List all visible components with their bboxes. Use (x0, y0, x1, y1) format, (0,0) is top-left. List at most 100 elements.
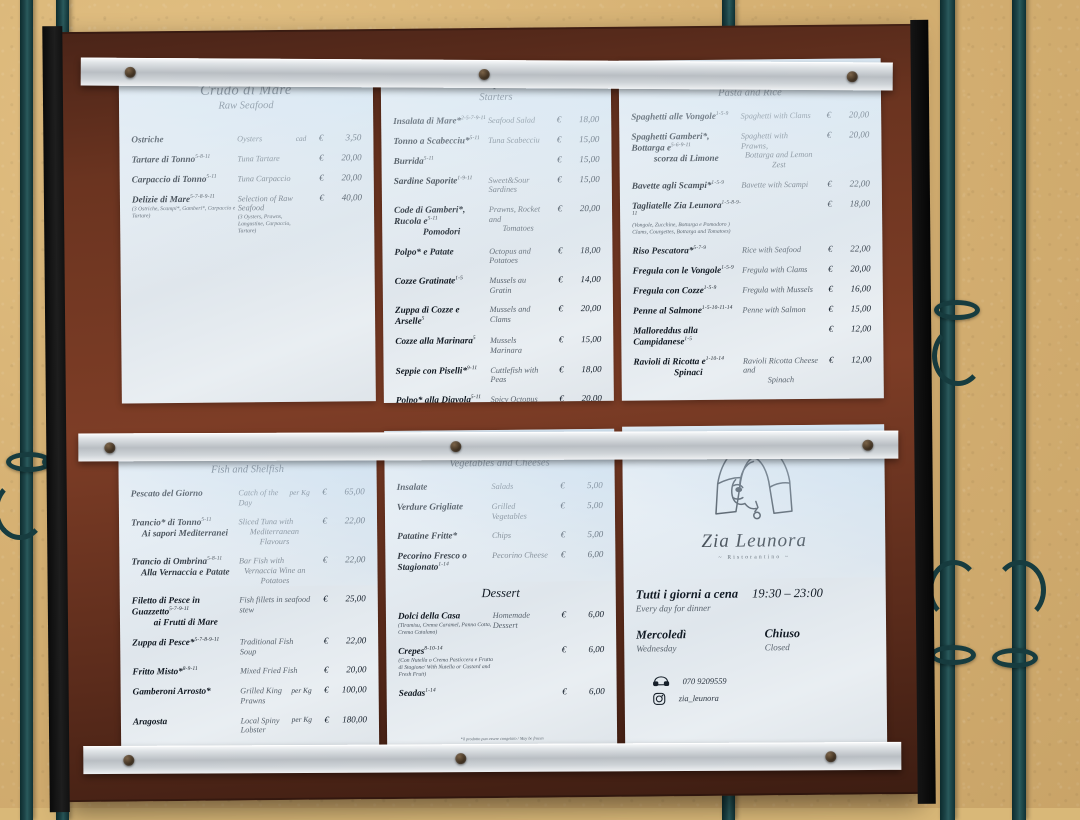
item-price: 15,00 (579, 153, 600, 164)
mounting-bar-bottom (83, 741, 902, 775)
mounting-bar-middle (78, 430, 899, 462)
item-name-en: Mussels au Gratin (489, 275, 527, 295)
currency-symbol: € (828, 263, 833, 275)
hours-label-en: Every day for dinner (635, 602, 711, 614)
allergen-codes: 5-7-8-9-11 (190, 193, 216, 200)
item-name-it: Filetto di Pesce in Guazzetto5-7-9-11 ai … (132, 595, 240, 629)
menu-row: Tartare di Tonno5-8-11 Tuna Tartare € 20… (132, 152, 362, 165)
mounting-bar-top (80, 57, 893, 91)
menu-row: Burrida5-11 €15,00 (394, 154, 600, 167)
item-note-it: (Con Nutella o Crema Pasticcera e Frutta… (398, 656, 493, 678)
item-name-en: Bar Fish with Vernaccia Wine an Potatoes (239, 555, 311, 586)
item-name-it-line2: scorza di Limone (653, 152, 719, 164)
item-price: 15,00 (579, 133, 600, 145)
instagram-row: zia_leunora (637, 690, 875, 705)
item-name-en-line2: Spinach (767, 375, 795, 385)
currency-symbol: € (559, 363, 564, 374)
currency-symbol: € (826, 109, 832, 120)
item-name-en: Tuna Scabecciu (488, 135, 540, 145)
currency-symbol: € (558, 334, 564, 345)
currency-symbol: € (318, 132, 324, 143)
item-name-it: Tagliatelle Zia Leunora1-5-8-9-11 (Vongol… (631, 199, 742, 236)
item-name-it: Dolci della Casa (Tiramisu, Crema Caramel… (397, 610, 492, 636)
menu-row: Gamberoni Arrosto* Grilled King Prawns per… (133, 684, 367, 707)
currency-symbol: € (560, 500, 565, 511)
allergen-codes: 1-5 (684, 335, 693, 343)
currency-symbol: € (322, 486, 327, 497)
currency-symbol: € (828, 303, 834, 314)
menu-row: Pecorino Fresco o Stagionato1-14 Pecorino… (397, 549, 603, 573)
allergen-codes: 5-11 (206, 173, 217, 180)
item-unit: per Kg (291, 685, 312, 695)
allergen-codes: 5-11 (469, 135, 480, 142)
instagram-handle[interactable]: zia_leunora (678, 693, 719, 704)
allergen-codes: 5-6-9-11 (670, 141, 692, 149)
item-name-it: Trancio di Ombrina5-8-11 Alla Vernaccia e… (131, 556, 239, 579)
currency-symbol: € (826, 129, 832, 140)
item-name-it: Zuppa di Cozze e Arselle5 (394, 304, 460, 327)
phone-number[interactable]: 070 9209559 (682, 676, 727, 686)
item-price: 20,00 (346, 664, 367, 675)
item-price: 16,00 (850, 283, 871, 294)
allergen-codes: 1-5-9 (703, 285, 717, 292)
item-name-it: Tonno a Scabecciu*5-11 (393, 135, 480, 146)
menu-row: Fritto Misto*8-9-11 Mixed Fried Fish €20,0… (132, 665, 366, 678)
item-price: 20,00 (849, 129, 870, 140)
item-name-it: Cozze Gratinate1-5 (394, 275, 464, 287)
item-name-en (493, 686, 551, 688)
currency-symbol: € (561, 609, 566, 620)
currency-symbol: € (324, 714, 329, 725)
item-name-it: Crepes8-10-14 (Con Nutella o Crema Pastic… (398, 645, 493, 678)
item-name-it-line2: Ai sapori Mediterranei (141, 527, 229, 539)
menu-row: Delizie di Mare5-7-8-9-11 (3 Ostriche, Sc… (132, 192, 362, 237)
item-name-it: Insalata di Mare*2-5-7-9-11 (393, 115, 487, 126)
item-name-it: Malloreddus alla Campidanese1-5 (633, 325, 698, 347)
item-name-en: Ravioli Ricotta Cheese and Spinach (742, 355, 819, 385)
menu-row: Polpo* alla Diavola5-11 Spicy Octopus €20,… (396, 393, 602, 403)
item-name-it: Polpo* e Patate (394, 246, 454, 257)
telephone-icon (653, 676, 670, 687)
item-name-it-line2: Alla Vernaccia e Patate (140, 566, 230, 578)
allergen-codes: 8-9-11 (182, 666, 198, 673)
item-price: 22,00 (345, 635, 367, 646)
menu-row: Crepes8-10-14 (Con Nutella o Crema Pastic… (398, 644, 604, 679)
opening-hours: Tutti i giorni a cena 19:30 – 23:00 (636, 585, 874, 602)
item-name-en: Cuttlefish with Peas (490, 365, 539, 385)
closed-day-row: Mercoledì Wednesday Chiuso Closed (636, 625, 874, 654)
menu-row: Spaghetti Gamberi*, Bottarga e5-6-9-11 sc… (631, 129, 869, 171)
allergen-codes: 1-5-8-9-11 (632, 199, 742, 218)
currency-symbol: € (562, 685, 567, 696)
menu-row: Ravioli di Ricotta e1-10-14 Spinaci Raviol… (633, 354, 871, 386)
grille-scroll-ornament (992, 648, 1038, 668)
nun-portrait-icon (715, 442, 793, 520)
menu-row: Trancio di Ombrina5-8-11 Alla Vernaccia e… (131, 555, 365, 587)
currency-symbol: € (323, 664, 329, 675)
panel-subtitle: Starters (479, 91, 513, 104)
item-price: 18,00 (849, 197, 871, 209)
allergen-codes: 5-11 (470, 393, 482, 401)
menu-row: Polpo* e Patate Octopus and Potatoes €18,0… (394, 245, 600, 267)
menu-row: Sardine Saporite1-9-11 Sweet&Sour Sardine… (394, 174, 600, 196)
currency-symbol: € (556, 134, 562, 145)
grille-scroll-ornament (928, 560, 980, 620)
item-price: 6,00 (588, 643, 605, 654)
item-name-en: Catch of the Day (238, 488, 279, 508)
item-price: 12,00 (851, 354, 872, 365)
menu-row: Verdure Grigliate Grilled Vegetables €5,00 (397, 500, 603, 522)
instagram-icon (653, 692, 666, 705)
currency-symbol: € (559, 393, 564, 404)
grille-scroll-ornament (994, 560, 1046, 620)
item-name-en-line2: Vernaccia Wine an Potatoes (244, 565, 306, 585)
allergen-codes: 5 (421, 315, 425, 322)
item-price: 6,00 (588, 608, 604, 619)
hours-time: 19:30 – 23:00 (752, 585, 823, 601)
screw (450, 441, 462, 453)
menu-row: Seadas1-14 €6,00 (399, 685, 605, 698)
menu-row: Code di Gamberi*, Rucola e5-11 Pomodori Pr… (394, 203, 600, 238)
allergen-codes: 5-7-9 (693, 245, 707, 252)
screw (862, 439, 874, 451)
item-note-it: (Vongole, Zucchine, Bottarga e Pomodoro … (632, 222, 731, 236)
item-note-it: (3 Ostriche, Scampi*, Gamberi*, Carpacci… (131, 205, 236, 220)
panel-restaurant-info: Zia Leunora ~ Ristorantino ~ Tutti i gio… (622, 424, 888, 745)
item-name-it-line2: ai Frutti di Mare (153, 616, 218, 628)
